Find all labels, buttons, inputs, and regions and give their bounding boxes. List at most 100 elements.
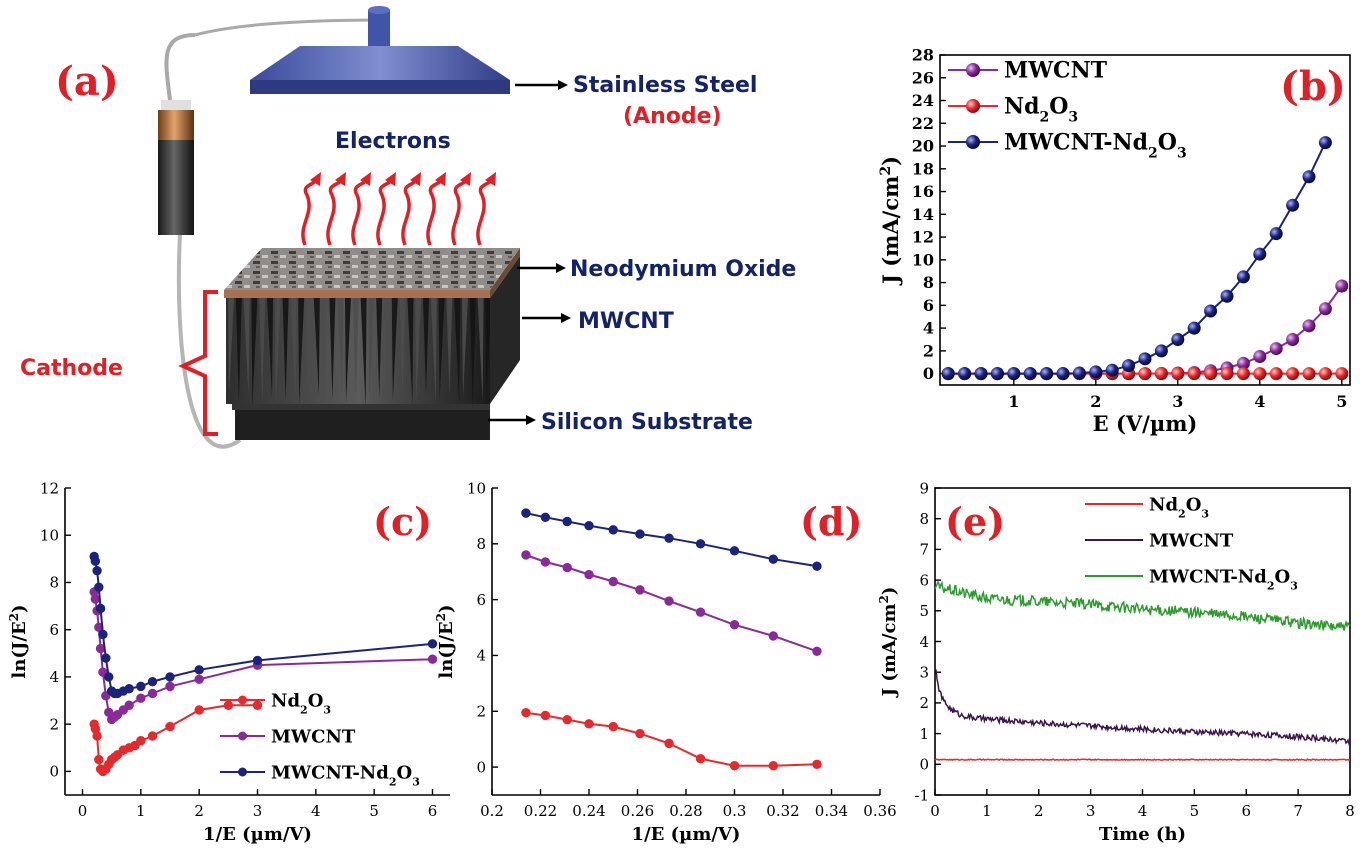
- data-point: [90, 556, 101, 566]
- nanotube: [477, 298, 484, 402]
- y-tick-label: 0: [476, 758, 486, 776]
- data-point: [165, 721, 175, 732]
- x-tick-label: 0.26: [621, 802, 654, 820]
- y-tick-label: 6: [476, 591, 486, 609]
- legend-label: MWCNT: [1149, 530, 1234, 551]
- anode-label: Stainless Steel: [573, 73, 757, 98]
- electron-arrowhead: [410, 172, 421, 186]
- nanotube: [329, 298, 336, 399]
- panel-label: (c): [373, 499, 432, 544]
- data-point: [1286, 367, 1300, 381]
- data-point: [990, 367, 1004, 381]
- neodymium-oxide-layer: [224, 248, 520, 290]
- y-tick-label: 0: [49, 763, 59, 781]
- nanotube: [274, 298, 281, 406]
- nanotube: [290, 298, 297, 396]
- y-tick-label: 6: [919, 571, 929, 589]
- y-tick-label: 2: [923, 341, 934, 360]
- series-line: [934, 579, 1351, 631]
- wire-top: [164, 33, 196, 101]
- x-tick-label: 0.32: [766, 802, 799, 820]
- data-point: [165, 672, 175, 682]
- data-point: [635, 529, 645, 539]
- nanotube: [298, 298, 305, 405]
- cathode-label: Cathode: [20, 356, 123, 381]
- data-point: [1302, 170, 1316, 184]
- data-point: [1269, 227, 1283, 241]
- x-tick-label: 2: [1090, 392, 1101, 411]
- y-tick-label: 8: [923, 273, 934, 292]
- data-point: [1089, 365, 1103, 379]
- data-point: [608, 525, 618, 535]
- panel-label: (d): [800, 499, 863, 544]
- data-point: [194, 665, 204, 675]
- data-point: [1236, 367, 1250, 381]
- wire-anode: [194, 18, 386, 37]
- x-tick-label: 0.28: [669, 802, 702, 820]
- electron-arrowhead: [485, 172, 496, 186]
- y-axis-label: ln(J/E2): [434, 604, 457, 678]
- data-point: [147, 731, 158, 741]
- data-point: [695, 539, 706, 549]
- nanotube: [282, 298, 289, 401]
- y-tick-label: 4: [919, 633, 929, 651]
- data-point: [1154, 344, 1168, 358]
- nanotube: [228, 298, 234, 394]
- data-point: [521, 508, 531, 518]
- data-point: [729, 546, 740, 556]
- nanotube: [360, 298, 367, 407]
- electron-arrowhead: [360, 172, 371, 186]
- legend-label: MWCNT-Nd2O3: [271, 762, 420, 788]
- y-axis-label: ln(J/E2): [7, 604, 30, 678]
- data-point: [1318, 367, 1332, 381]
- data-point: [584, 569, 594, 580]
- data-point: [194, 705, 204, 715]
- legend-marker: [238, 695, 247, 705]
- layer-bottom-label: Silicon Substrate: [541, 410, 753, 435]
- panel-a-label: (a): [55, 58, 119, 105]
- panel-label: (b): [1280, 63, 1346, 110]
- y-tick-label: 0: [919, 756, 929, 774]
- data-point: [104, 672, 114, 682]
- data-point: [664, 533, 674, 543]
- anode-plate: [250, 46, 510, 80]
- nanotube: [259, 298, 266, 402]
- data-point: [974, 367, 988, 381]
- y-tick-label: 8: [919, 510, 929, 528]
- y-tick-label: 8: [49, 574, 59, 592]
- x-tick-label: 1: [1008, 392, 1019, 411]
- data-point: [729, 760, 740, 771]
- legend-label: MWCNT-Nd2O3: [1149, 566, 1298, 592]
- data-point: [1318, 302, 1332, 316]
- y-tick-label: 1: [919, 725, 929, 743]
- data-point: [768, 760, 778, 771]
- data-point: [1269, 367, 1283, 381]
- data-point: [1302, 319, 1316, 333]
- x-tick-label: 0.24: [572, 802, 605, 820]
- data-point: [768, 631, 778, 641]
- y-tick-label: 0: [923, 364, 934, 383]
- x-tick-label: 0: [78, 802, 88, 820]
- data-point: [1269, 342, 1283, 356]
- y-tick-label: 18: [912, 159, 934, 178]
- nanotube: [384, 298, 390, 406]
- panel-label: (e): [945, 499, 1005, 544]
- y-tick-label: 9: [919, 479, 929, 497]
- data-point: [1204, 367, 1218, 381]
- y-tick-label: 3: [919, 663, 929, 681]
- x-axis-label: 1/E (µm/V): [632, 824, 741, 845]
- nanotube: [321, 298, 328, 404]
- electron-arrowhead: [385, 172, 396, 186]
- nanotube: [313, 298, 320, 395]
- x-tick-label: 5: [1336, 392, 1347, 411]
- data-point: [98, 629, 108, 640]
- nanotube: [454, 298, 461, 403]
- data-point: [147, 688, 158, 699]
- nanotube: [368, 298, 375, 402]
- x-tick-label: 1: [982, 802, 992, 820]
- data-point: [92, 731, 102, 741]
- data-point: [608, 721, 618, 732]
